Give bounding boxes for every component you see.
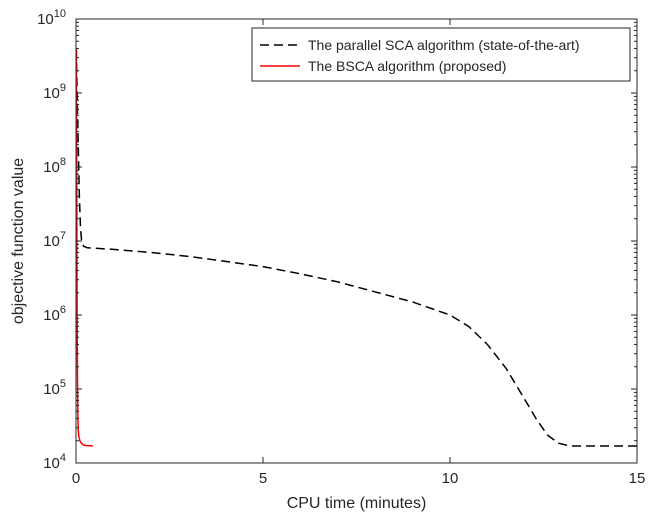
series-line-0 bbox=[75, 49, 637, 447]
y-tick-label: 105 bbox=[43, 378, 66, 398]
x-tick-label: 0 bbox=[72, 470, 80, 487]
y-tick-label: 108 bbox=[43, 156, 66, 176]
series-layer bbox=[75, 49, 637, 447]
x-tick-label: 15 bbox=[629, 470, 646, 487]
x-axis-label: CPU time (minutes) bbox=[287, 495, 427, 512]
y-tick-label: 104 bbox=[43, 452, 66, 472]
legend: The parallel SCA algorithm (state-of-the… bbox=[251, 27, 631, 82]
plot-background bbox=[76, 19, 637, 463]
y-tick-label: 1010 bbox=[37, 8, 66, 28]
legend-label-0: The parallel SCA algorithm (state-of-the… bbox=[308, 37, 580, 53]
legend-box bbox=[251, 27, 631, 82]
x-tick-label: 10 bbox=[442, 470, 459, 487]
y-tick-label: 107 bbox=[43, 230, 66, 250]
series-line-1 bbox=[75, 50, 93, 447]
plot-area bbox=[75, 18, 638, 464]
x-axis-ticks: 0 5 10 15 bbox=[72, 19, 646, 487]
y-tick-label: 106 bbox=[43, 304, 66, 324]
y-tick-label: 109 bbox=[43, 82, 66, 102]
y-axis-label: objective function value bbox=[10, 158, 27, 324]
x-tick-label: 5 bbox=[259, 470, 267, 487]
y-axis-ticks: 104 105 106 107 108 109 1010 bbox=[37, 8, 637, 472]
legend-label-1: The BSCA algorithm (proposed) bbox=[308, 58, 506, 74]
